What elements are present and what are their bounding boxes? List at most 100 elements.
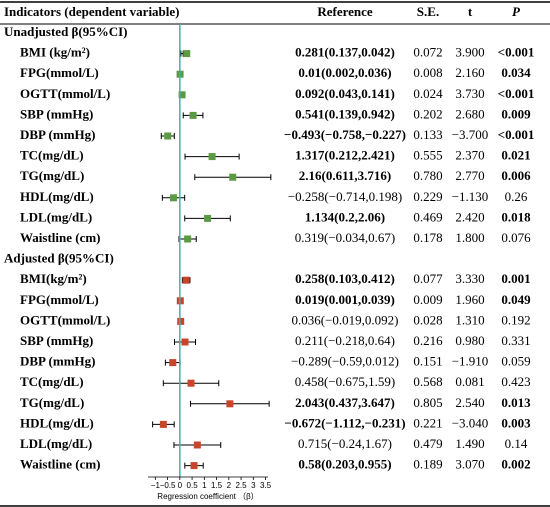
estimate-marker	[187, 379, 195, 387]
p-value: 0.331	[501, 333, 530, 348]
se: 0.024	[413, 86, 443, 101]
indicator: FPG(mmol/L)	[20, 292, 99, 307]
t-value: −1.910	[452, 354, 489, 369]
t-value: 2.370	[455, 148, 484, 163]
se: 0.216	[413, 333, 443, 348]
p-value: 0.14	[505, 436, 528, 451]
group-title: Unadjusted β(95%CI)	[4, 24, 128, 39]
se: 0.479	[413, 436, 442, 451]
se: 0.072	[413, 45, 442, 60]
x-tick-label: 3.5	[260, 481, 272, 490]
header-t: t	[468, 4, 473, 19]
t-value: 2.540	[455, 395, 484, 410]
estimate-marker	[189, 111, 197, 119]
x-tick-label: 0.5	[187, 481, 199, 490]
reference: 0.258(0.103,0.412)	[295, 271, 395, 286]
indicator: FPG(mmol/L)	[20, 65, 99, 80]
indicator: HDL(mg/dL)	[20, 189, 94, 204]
indicator: DBP (mmHg)	[20, 354, 95, 369]
indicator: BMI (kg/m²)	[20, 45, 90, 60]
estimate-marker	[229, 173, 237, 181]
se: 0.178	[413, 230, 442, 245]
estimate-marker	[190, 462, 198, 470]
indicator: HDL(mg/dL)	[20, 415, 94, 430]
indicator: OGTT(mmol/L)	[20, 86, 110, 101]
reference: 2.16(0.611,3.716)	[299, 168, 391, 183]
p-value: <0.001	[498, 127, 535, 142]
t-value: 0.081	[455, 374, 484, 389]
x-tick-label: 0	[178, 481, 183, 490]
t-value: 1.800	[455, 230, 484, 245]
se: 0.008	[413, 65, 442, 80]
p-value: 0.049	[501, 292, 531, 307]
se: 0.077	[413, 271, 443, 286]
header-se: S.E.	[417, 4, 439, 19]
reference: 0.211(−0.218,0.64)	[295, 333, 395, 348]
estimate-marker	[226, 400, 234, 408]
se: 0.221	[413, 415, 442, 430]
reference: 0.281(0.137,0.042)	[295, 45, 395, 60]
header-p: P	[512, 4, 521, 19]
p-value: 0.192	[501, 312, 530, 327]
p-value: <0.001	[498, 86, 535, 101]
reference: 0.01(0.002,0.036)	[298, 65, 391, 80]
t-value: 2.420	[455, 209, 484, 224]
reference: −0.672(−1.112,−0.231)	[284, 415, 405, 430]
header-reference: Reference	[317, 4, 373, 19]
reference: 0.541(0.139,0.942)	[295, 106, 395, 121]
x-tick-label: 2.5	[235, 481, 247, 490]
reference: 1.134(0.2,2.06)	[305, 209, 385, 224]
p-value: 0.26	[505, 189, 528, 204]
p-value: 0.002	[501, 457, 530, 472]
t-value: 0.980	[455, 333, 484, 348]
estimate-marker	[169, 359, 177, 367]
reference: 0.019(0.001,0.039)	[295, 292, 395, 307]
se: 0.009	[413, 292, 442, 307]
indicator: TG(mg/dL)	[20, 168, 84, 183]
x-tick-label: −1	[151, 481, 161, 490]
x-tick-label: 2	[227, 481, 232, 490]
t-value: 2.680	[455, 106, 484, 121]
t-value: 1.310	[455, 312, 484, 327]
x-axis-label: Regression coefficient （β）	[157, 492, 258, 501]
estimate-marker	[170, 194, 178, 202]
p-value: <0.001	[498, 45, 535, 60]
p-value: 0.034	[501, 65, 531, 80]
header-indicator: Indicators (dependent variable)	[4, 4, 180, 19]
reference: −0.493(−0.758,−0.227)	[284, 127, 406, 142]
estimate-marker	[208, 153, 216, 161]
t-value: 2.770	[455, 168, 484, 183]
indicator: LDL(mg/dL)	[20, 436, 92, 451]
se: 0.151	[413, 354, 442, 369]
group-title: Adjusted β(95%CI)	[4, 251, 114, 266]
indicator: Waistline (cm)	[20, 230, 101, 245]
t-value: 3.070	[455, 457, 484, 472]
x-tick-label: 1.5	[211, 481, 223, 490]
estimate-marker	[177, 317, 185, 325]
indicator: LDL(mg/dL)	[20, 209, 92, 224]
se: 0.189	[413, 457, 442, 472]
reference: 0.715(−0.24,1.67)	[298, 436, 392, 451]
se: 0.202	[413, 106, 442, 121]
indicator: OGTT(mmol/L)	[20, 312, 110, 327]
t-value: 1.960	[455, 292, 484, 307]
indicator: TC(mg/dL)	[20, 148, 84, 163]
p-value: 0.013	[501, 395, 531, 410]
se: 0.469	[413, 209, 442, 224]
indicator: Waistline (cm)	[20, 457, 101, 472]
p-value: 0.423	[501, 374, 530, 389]
p-value: 0.059	[501, 354, 530, 369]
reference: 0.58(0.203,0.955)	[298, 457, 391, 472]
indicator: SBP (mmHg)	[20, 333, 93, 348]
reference: −0.258(−0.714,0.198)	[288, 189, 402, 204]
indicator: TG(mg/dL)	[20, 395, 84, 410]
se: 0.555	[413, 148, 442, 163]
reference: 2.043(0.437,3.647)	[295, 395, 395, 410]
reference: 0.092(0.043,0.141)	[295, 86, 395, 101]
p-value: 0.006	[501, 168, 531, 183]
estimate-marker	[183, 50, 191, 58]
reference: 1.317(0.212,2.421)	[295, 148, 395, 163]
x-tick-label: 1	[202, 481, 207, 490]
estimate-marker	[184, 235, 192, 243]
